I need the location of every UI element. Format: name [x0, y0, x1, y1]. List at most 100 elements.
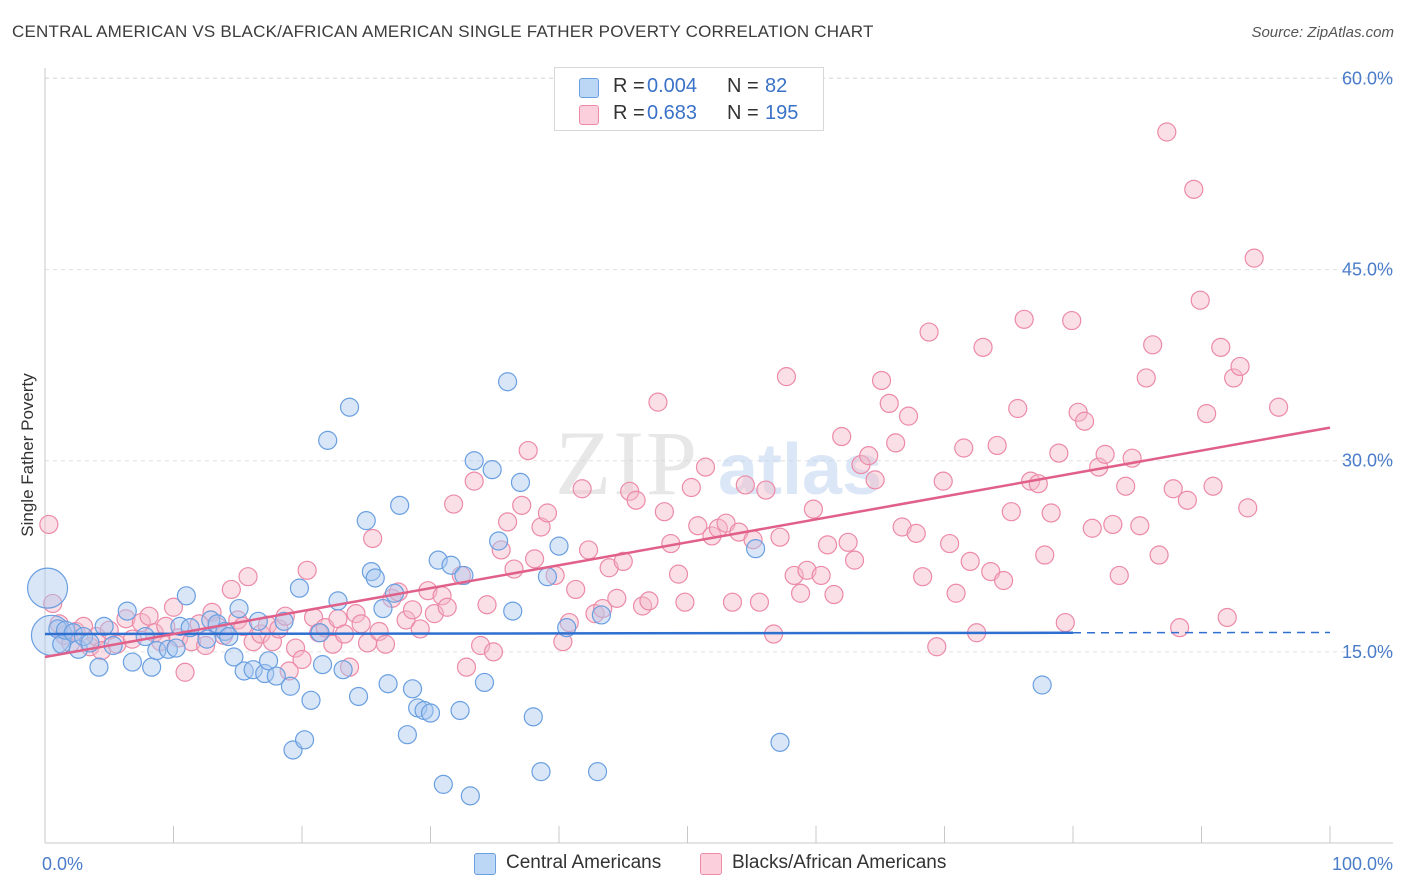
data-point-central-americans — [402, 679, 423, 699]
data-point-central-americans — [503, 601, 523, 621]
data-point-black-african-americans — [681, 477, 701, 498]
x-tick-labels: 0.0% 100.0% — [42, 854, 1393, 874]
data-point-central-americans — [356, 511, 376, 531]
data-point-black-african-americans — [913, 567, 933, 587]
data-point-black-african-americans — [1103, 514, 1123, 535]
y-tick-labels: 15.0% 30.0% 45.0% 60.0% — [1342, 68, 1393, 661]
r-value: 0.683 — [647, 102, 698, 124]
data-point-black-african-americans — [626, 490, 646, 510]
data-point-black-african-americans — [1244, 248, 1264, 268]
data-point-central-americans — [489, 531, 509, 551]
watermark-atlas: atlas — [718, 430, 882, 510]
data-point-black-african-americans — [803, 499, 824, 519]
data-point-black-african-americans — [770, 527, 790, 547]
data-point-black-african-americans — [1116, 476, 1136, 496]
data-point-black-african-americans — [940, 533, 960, 554]
data-point-central-americans — [243, 660, 263, 680]
data-point-black-african-americans — [410, 619, 430, 639]
data-point-black-african-americans — [238, 567, 258, 587]
data-point-central-americans — [312, 655, 333, 675]
data-point-black-african-americans — [824, 584, 844, 605]
data-point-central-americans — [89, 657, 109, 677]
data-point-black-african-americans — [607, 588, 627, 608]
data-point-black-african-americans — [859, 446, 879, 466]
data-point-central-americans — [176, 586, 196, 606]
data-point-black-african-americans — [351, 614, 371, 634]
data-point-black-african-americans — [566, 579, 586, 600]
data-point-central-americans — [274, 611, 294, 631]
data-point-central-americans — [454, 565, 474, 586]
data-point-black-african-americans — [688, 516, 708, 536]
data-point-black-african-americans — [1082, 518, 1102, 538]
data-point-black-african-americans — [346, 604, 366, 624]
data-point-black-african-americans — [396, 610, 416, 630]
data-point-central-americans — [441, 555, 461, 575]
data-point-black-african-americans — [1035, 545, 1055, 565]
data-point-central-americans — [318, 430, 338, 450]
data-point-black-african-americans — [668, 564, 689, 584]
data-point-central-americans — [280, 676, 301, 696]
data-point-black-african-americans — [578, 540, 599, 560]
data-point-central-americans — [224, 647, 244, 667]
data-point-black-african-americans — [933, 471, 953, 491]
x-tick-label-max: 100.0% — [1332, 854, 1393, 874]
data-point-central-americans — [587, 762, 608, 782]
data-point-black-african-americans — [402, 600, 423, 620]
data-point-black-african-americans — [1041, 503, 1061, 523]
stats-swatch-pink — [579, 105, 599, 125]
data-point-central-americans — [531, 762, 551, 782]
y-tick-label: 45.0% — [1342, 260, 1393, 280]
data-point-black-african-americans — [613, 551, 633, 572]
data-point-central-americans — [474, 672, 495, 693]
data-point-black-african-americans — [1095, 444, 1115, 464]
data-point-black-african-americans — [73, 616, 94, 636]
data-point-central-americans — [166, 638, 186, 658]
data-point-black-african-americans — [892, 517, 912, 537]
stats-row-black-african-americans: R = 0.683 N = 195 — [555, 102, 823, 128]
data-point-black-african-americans — [994, 570, 1014, 591]
data-point-black-african-americans — [1217, 607, 1237, 628]
data-point-black-african-americans — [675, 592, 695, 612]
data-point-black-african-americans — [444, 494, 464, 514]
data-point-central-americans — [219, 626, 239, 647]
data-point-central-americans — [301, 690, 321, 710]
data-point-black-african-americans — [844, 550, 865, 570]
data-point-central-americans — [26, 567, 69, 609]
n-value: 195 — [765, 102, 799, 124]
data-point-black-african-americans — [1001, 502, 1021, 522]
data-point-black-african-americans — [1109, 565, 1129, 586]
data-point-central-americans — [770, 732, 790, 752]
data-point-central-americans — [746, 539, 766, 559]
data-point-central-americans — [537, 567, 558, 587]
grid-lines — [45, 77, 1393, 653]
data-point-central-americans — [215, 621, 235, 642]
r-label: R = — [613, 102, 645, 124]
legend-swatch-blue — [474, 853, 496, 875]
data-point-black-african-americans — [811, 565, 831, 586]
data-point-black-african-americans — [722, 592, 743, 612]
legend: Central Americans Blacks/African America… — [0, 850, 1406, 880]
data-point-black-african-americans — [1230, 356, 1250, 377]
data-point-black-african-americans — [524, 549, 545, 569]
y-tick-label: 15.0% — [1342, 642, 1393, 662]
data-point-central-americans — [378, 674, 398, 694]
data-point-central-americans — [390, 495, 410, 515]
data-point-black-african-americans — [749, 592, 770, 612]
trend-line-black-african-americans — [44, 426, 1331, 659]
data-point-central-americans — [523, 707, 543, 727]
data-point-central-americans — [289, 578, 310, 598]
data-point-central-americans — [1032, 675, 1052, 695]
data-point-black-african-americans — [572, 479, 592, 499]
data-point-black-african-americans — [919, 322, 939, 342]
data-point-black-african-americans — [1062, 310, 1082, 331]
n-label: N = — [727, 75, 759, 97]
data-point-central-americans — [373, 598, 393, 619]
data-point-black-african-americans — [1177, 490, 1197, 510]
data-point-black-african-americans — [639, 591, 659, 611]
axes — [44, 68, 1393, 844]
data-point-black-african-americans — [735, 475, 755, 495]
data-point-black-african-americans — [946, 583, 966, 603]
source-label: Source: ZipAtlas.com — [1251, 24, 1394, 41]
data-point-black-african-americans — [654, 502, 674, 522]
